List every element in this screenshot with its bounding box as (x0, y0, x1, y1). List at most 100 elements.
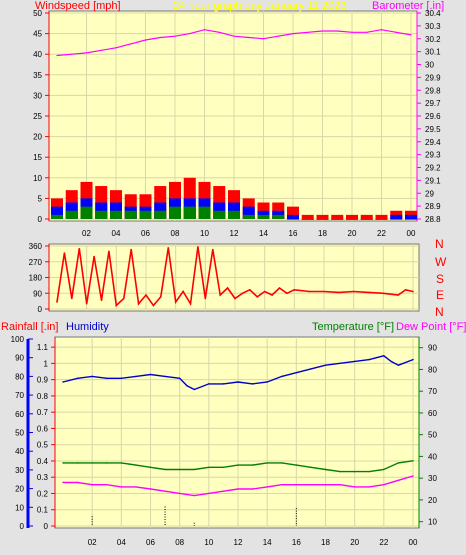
wind-direction-point (174, 301, 177, 303)
rainfall-tick-axis: 0 0.1 0.2 0.3 0.4 0.5 0.6 0.7 0.8 0.9 1 1.1 (37, 337, 56, 531)
temperature-point (368, 470, 370, 473)
dewpoint-point (62, 481, 64, 484)
barometer-point (203, 29, 206, 31)
windspeed-average-bar (287, 214, 299, 219)
windspeed-low-bar (51, 214, 63, 219)
temperature-point (310, 466, 312, 468)
time-tick-label: 12 (230, 229, 239, 238)
time-tick-label: 10 (204, 538, 213, 547)
barometer-point (189, 33, 191, 35)
wind-direction-point (115, 304, 118, 307)
humidity-point (222, 383, 225, 385)
barometer-point (307, 31, 309, 33)
temperature-point (266, 462, 268, 464)
temperature-point (237, 464, 239, 466)
temperature-point (324, 468, 327, 471)
wind-direction-point (160, 295, 162, 298)
dewpoint-point (76, 481, 79, 484)
temp-time-axis: 02 04 06 08 10 12 14 16 18 20 22 00 (88, 538, 418, 547)
rainfall-axis-label: Rainfall [.in] (1, 321, 58, 333)
wind-direction-point (152, 304, 155, 307)
humidity-point (62, 381, 64, 383)
wind-direction-point (256, 295, 259, 298)
dewpoint-point (222, 490, 225, 492)
windspeed-low-bar (183, 206, 196, 219)
temperature-point (135, 464, 137, 466)
windspeed-gust-bar (316, 214, 329, 219)
rainfall-tick-label: 0.3 (37, 473, 49, 482)
wind-direction-point (130, 248, 132, 251)
wind-direction-point (412, 290, 414, 293)
temperature-point (383, 468, 385, 471)
windspeed-low-bar (80, 206, 93, 219)
wind-direction-point (204, 297, 207, 300)
wind-direction-point (404, 288, 407, 291)
humidity-point (91, 375, 93, 378)
temperature-point (106, 462, 108, 464)
windspeed-tick-label: 15 (33, 153, 42, 162)
barometer-point (395, 31, 397, 33)
humidity-tick-label: 100 (11, 335, 25, 344)
time-tick-label: 00 (407, 229, 416, 238)
time-tick-label: 02 (82, 229, 91, 238)
barometer-point (321, 30, 324, 32)
barometer-point (159, 36, 161, 39)
barometer-point (56, 54, 58, 57)
rainfall-tick-label: 0.9 (37, 376, 49, 385)
humidity-axis-label: Humidity (66, 321, 109, 333)
windspeed-tick-label: 10 (33, 174, 42, 183)
windspeed-low-bar (287, 219, 299, 220)
direction-tick-label: 270 (29, 258, 43, 267)
temperature-axis-label: Temperature [°F] (312, 321, 394, 333)
humidity-point (295, 371, 298, 374)
dewpoint-point (135, 486, 137, 488)
windspeed-tick-label: 35 (33, 71, 42, 80)
windspeed-low-bar (390, 219, 403, 220)
windspeed-gust-bar (360, 214, 373, 219)
dewpoint-point (164, 490, 166, 492)
windspeed-low-bar (272, 214, 285, 219)
dewpoint-point (368, 486, 370, 488)
windspeed-low-bar (65, 210, 78, 219)
rainfall-tick-label: 0.5 (37, 441, 49, 450)
humidity-tick-axis: 0 10 20 30 40 50 60 70 80 90 100 (11, 335, 33, 531)
windspeed-tick-label: 40 (33, 50, 42, 59)
humidity-point (383, 355, 385, 357)
wind-direction-point (93, 255, 95, 258)
windspeed-tick-label: 5 (38, 194, 43, 203)
time-tick-label: 20 (350, 538, 359, 547)
windspeed-low-bar (405, 219, 417, 220)
barometer-point (144, 39, 147, 41)
time-tick-label: 14 (259, 229, 268, 238)
time-tick-label: 08 (171, 229, 180, 238)
windspeed-low-bar (213, 210, 226, 219)
dewpoint-point (208, 492, 210, 495)
time-tick-label: 02 (88, 538, 97, 547)
wind-direction-point (211, 248, 214, 251)
wind-direction-point (189, 302, 192, 305)
compass-e: E (436, 288, 444, 302)
barometer-point (336, 30, 338, 32)
dewpoint-point (339, 483, 341, 486)
barometer-point (100, 49, 102, 51)
wind-baro-panel: Windspeed [mph] 24 hour graph day Januar… (33, 0, 444, 238)
barometer-point (351, 31, 353, 33)
humidity-tick-label: 50 (15, 429, 24, 438)
barometer-tick-label: 29.7 (425, 99, 441, 108)
wind-direction-degree-axis: 0 90 180 270 360 (29, 242, 50, 314)
dewpoint-point (412, 475, 414, 477)
temperature-tick-label: 90 (428, 344, 437, 353)
wind-direction-point (241, 292, 244, 295)
wind-direction-point (293, 288, 296, 291)
wind-direction-point (197, 246, 199, 248)
windspeed-tick-label: 25 (33, 112, 42, 121)
temperature-point (353, 470, 356, 473)
windspeed-low-bar (346, 219, 358, 220)
humidity-point (390, 360, 392, 363)
temperature-point (251, 464, 254, 466)
barometer-point (130, 43, 132, 45)
wind-direction-point (145, 294, 147, 296)
windspeed-low-bar (360, 219, 373, 220)
temp-humidity-plot-area (54, 336, 420, 529)
direction-tick-label: 90 (33, 289, 42, 298)
